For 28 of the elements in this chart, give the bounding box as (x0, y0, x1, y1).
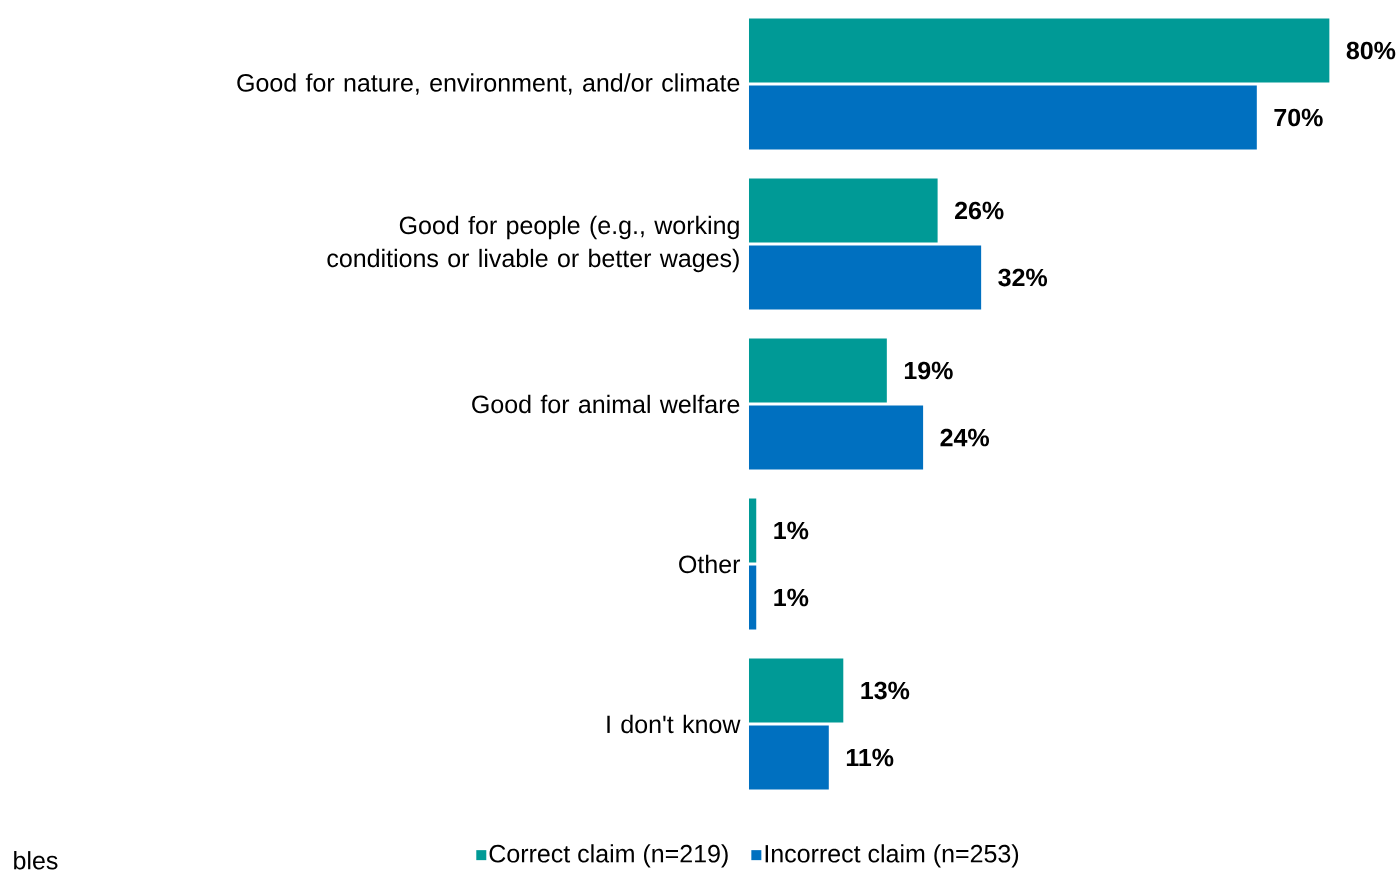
data-label: 11% (846, 748, 894, 767)
data-label: 70% (1274, 108, 1323, 127)
y-tick-label: Good for nature, environment, and/or climate (237, 73, 740, 95)
bar (748, 725, 829, 790)
data-label: 13% (861, 681, 910, 700)
bar (748, 498, 757, 563)
y-tick-label: Good for animal welfare (472, 394, 740, 414)
bar (748, 245, 982, 310)
data-label: 24% (940, 428, 989, 447)
legend-label: Incorrect claim (n=253) (765, 844, 1019, 868)
bar (748, 405, 924, 470)
data-label: 1% (774, 521, 809, 540)
data-label: 1% (774, 588, 809, 607)
bar (748, 18, 1330, 83)
data-label: 26% (955, 201, 1004, 220)
y-tick-label: I don't know (607, 714, 741, 734)
bar (748, 658, 844, 723)
bar (748, 178, 938, 243)
data-label: 80% (1346, 41, 1396, 60)
bar (748, 85, 1257, 150)
bar (748, 565, 757, 630)
y-tick-label: Other (679, 554, 741, 574)
bar (748, 338, 887, 403)
y-tick-label: Good for people (e.g., working conditions or livable or better wages) (327, 215, 739, 273)
text: bles (14, 851, 58, 870)
data-label: 32% (998, 268, 1048, 287)
legend-label: Correct claim (n=219) (489, 844, 728, 868)
data-label: 19% (904, 361, 953, 380)
